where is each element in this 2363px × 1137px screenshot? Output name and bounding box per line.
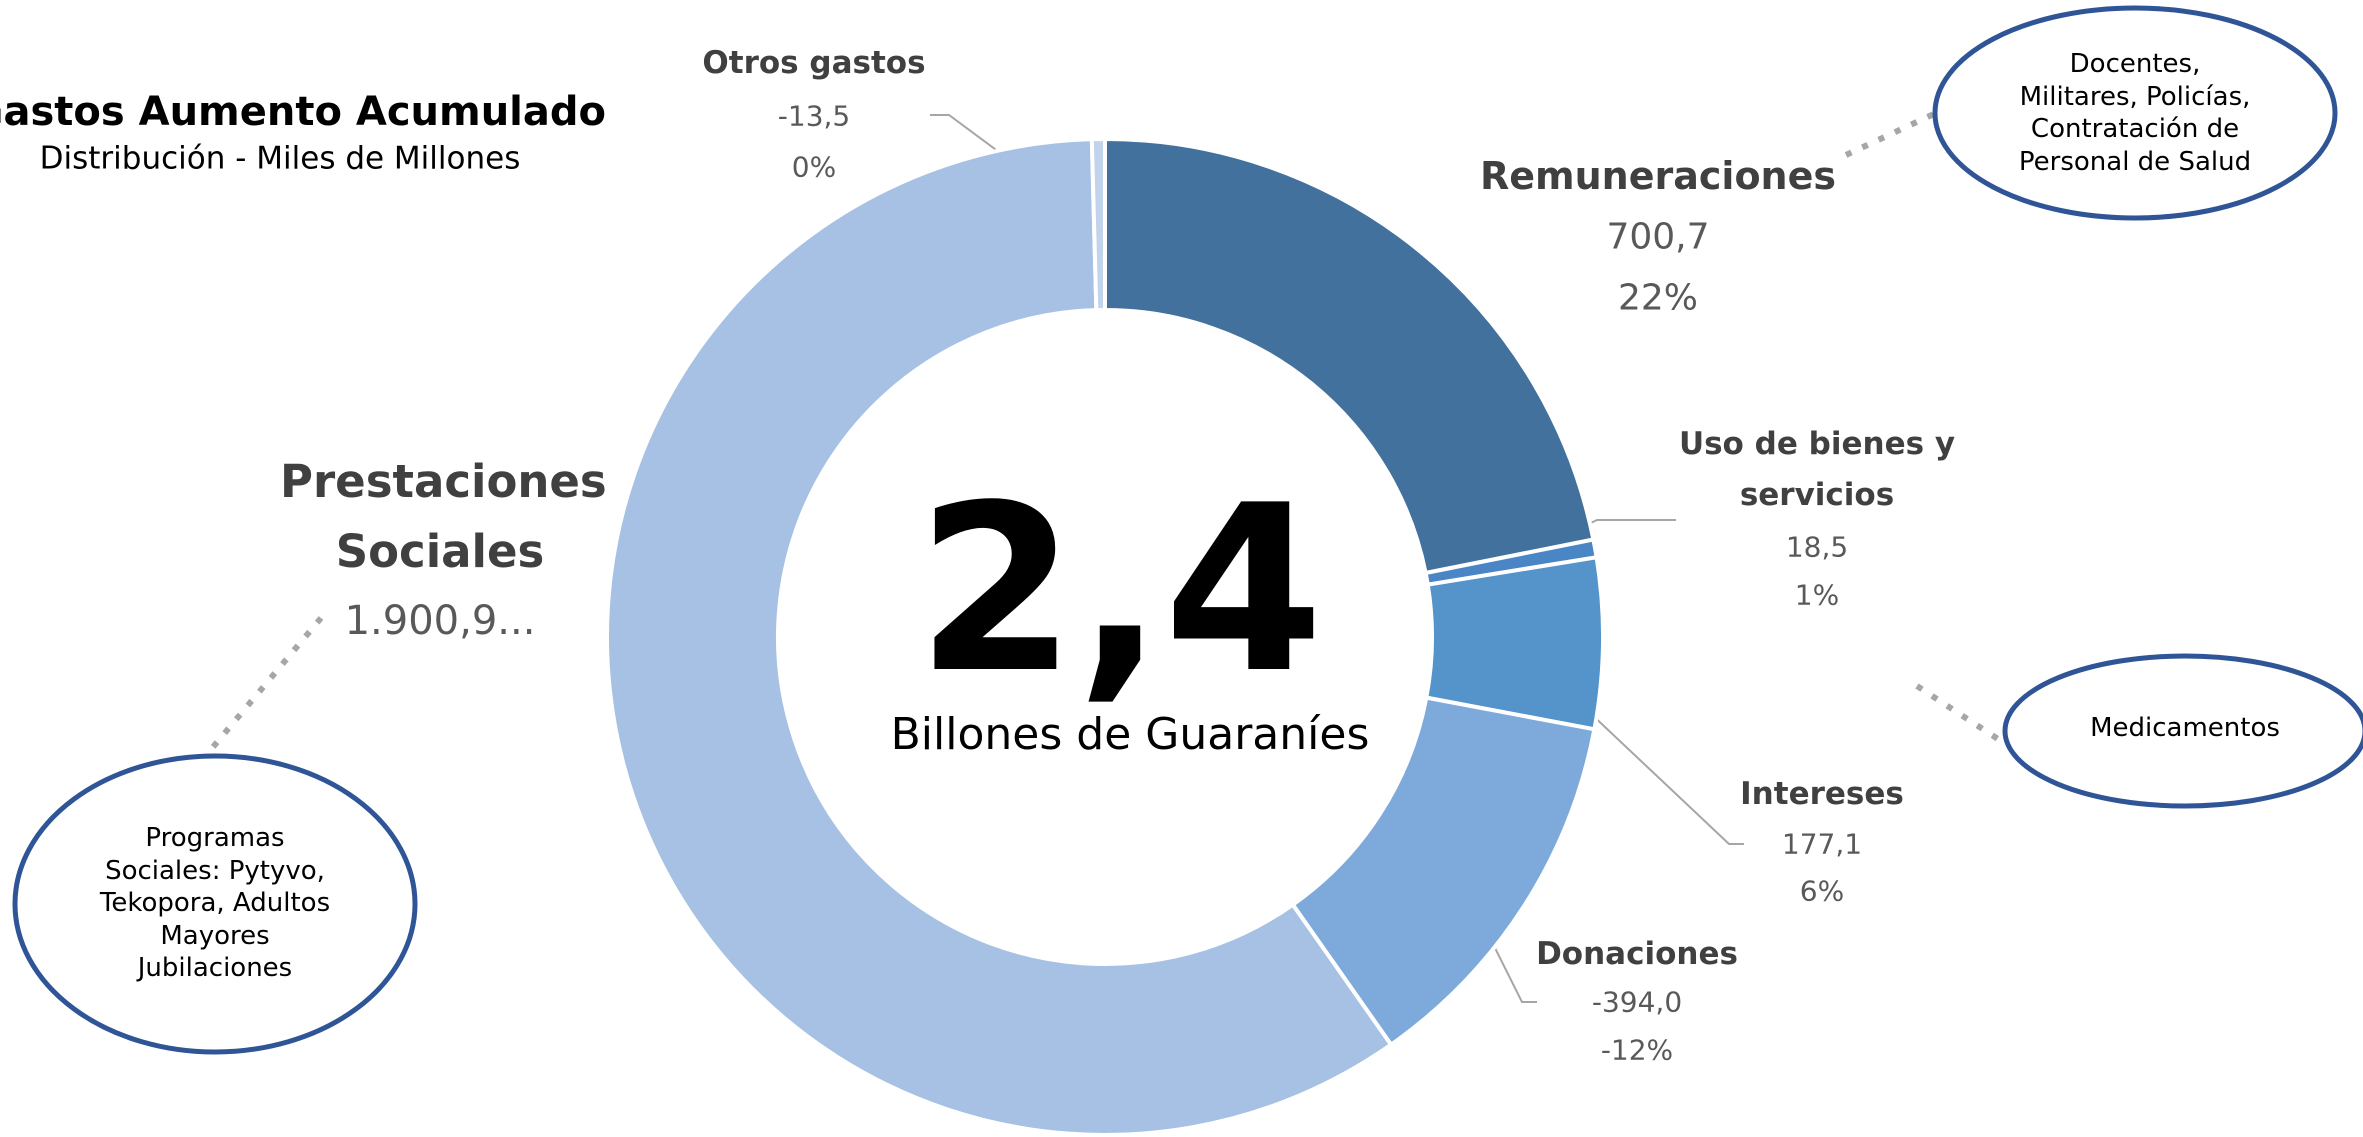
donut-slice — [1103, 136, 1596, 576]
percent-label: 1% — [1794, 578, 1840, 612]
center-value: 2,4 — [916, 457, 1323, 724]
center-label: Billones de Guaraníes — [891, 709, 1370, 760]
callouts — [12, 5, 2363, 1055]
donut-slice — [605, 137, 1394, 1137]
category-label: Uso de bienes y servicios — [1678, 426, 1956, 513]
callout-ellipse — [1932, 5, 2338, 221]
value-label: -13,5 — [777, 99, 851, 133]
value-label: 177,1 — [1781, 827, 1863, 861]
callout-ellipse — [2002, 653, 2363, 809]
value-label: 700,7 — [1606, 216, 1710, 258]
percent-label: 22% — [1617, 277, 1699, 319]
donut-slice — [1089, 136, 1107, 313]
chart-title: Gastos Aumento Acumulado — [0, 89, 606, 135]
value-label: 1.900,9... — [344, 598, 536, 644]
value-label: 18,5 — [1785, 530, 1849, 564]
category-label: Donaciones — [1536, 936, 1738, 972]
percent-label: 6% — [1799, 874, 1845, 908]
annotation: Docentes, Militares, Policías, Contratac… — [2018, 49, 2252, 177]
category-label: Intereses — [1740, 776, 1904, 812]
percent-label: -12% — [1600, 1033, 1674, 1067]
percent-label: 0% — [791, 150, 837, 184]
annotation: Medicamentos — [2090, 712, 2280, 743]
callout-ellipse — [12, 753, 418, 1055]
annotation: Programas Sociales: Pytyvo, Tekopora, Ad… — [99, 822, 331, 983]
category-label: Prestaciones Sociales — [280, 455, 607, 578]
callout-connector — [205, 616, 324, 755]
category-label: Remuneraciones — [1480, 154, 1836, 198]
callout-connectors — [205, 110, 2003, 755]
chart-subtitle: Distribución - Miles de Millones — [40, 141, 521, 177]
category-label: Otros gastos — [702, 45, 926, 81]
value-label: -394,0 — [1591, 985, 1683, 1019]
callout-connector — [1844, 110, 1938, 158]
callout-connector — [1915, 683, 2003, 744]
